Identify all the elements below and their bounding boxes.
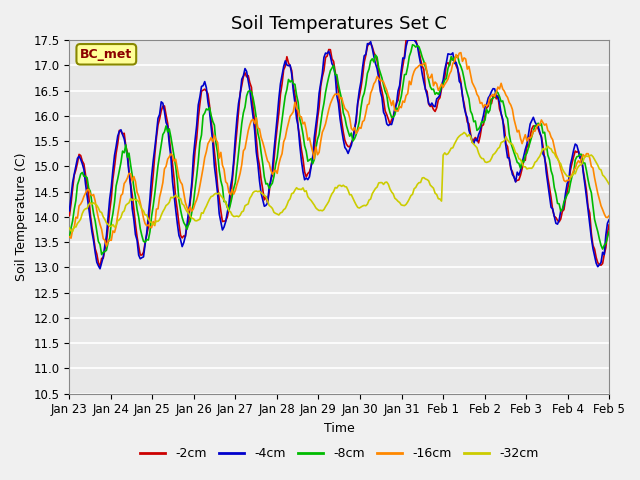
X-axis label: Time: Time — [324, 422, 355, 435]
-2cm — [186, 199, 194, 204]
Title: Soil Temperatures Set C: Soil Temperatures Set C — [231, 15, 447, 33]
Line: -16cm: -16cm — [69, 53, 609, 246]
-2cm — [605, 222, 613, 228]
-8cm — [605, 228, 613, 234]
-2cm — [370, 49, 378, 55]
Line: -4cm: -4cm — [69, 40, 609, 269]
-8cm — [510, 150, 518, 156]
-16cm — [370, 81, 378, 87]
-32cm — [74, 220, 81, 226]
-4cm — [65, 208, 73, 214]
-32cm — [228, 212, 236, 218]
-8cm — [72, 198, 80, 204]
-16cm — [457, 50, 465, 56]
-2cm — [72, 167, 80, 173]
-16cm — [516, 135, 524, 141]
-4cm — [186, 196, 194, 202]
-32cm — [510, 145, 518, 151]
-32cm — [516, 156, 524, 162]
-32cm — [65, 225, 73, 231]
-8cm — [409, 42, 417, 48]
-16cm — [65, 234, 73, 240]
-16cm — [186, 204, 194, 210]
Line: -8cm: -8cm — [69, 45, 609, 254]
-32cm — [68, 228, 76, 234]
-32cm — [605, 181, 613, 187]
-8cm — [186, 218, 194, 224]
-2cm — [96, 264, 104, 269]
-4cm — [516, 168, 524, 173]
-8cm — [370, 59, 378, 65]
-2cm — [403, 37, 410, 43]
-16cm — [102, 243, 110, 249]
-2cm — [510, 174, 518, 180]
-2cm — [65, 213, 73, 218]
-4cm — [510, 174, 518, 180]
-16cm — [510, 116, 518, 122]
-4cm — [228, 175, 236, 180]
-32cm — [370, 188, 378, 194]
-16cm — [228, 187, 236, 192]
Y-axis label: Soil Temperature (C): Soil Temperature (C) — [15, 153, 28, 281]
-32cm — [186, 214, 194, 219]
-16cm — [72, 214, 80, 220]
-4cm — [370, 54, 378, 60]
-4cm — [96, 266, 104, 272]
-16cm — [605, 213, 613, 218]
-32cm — [460, 130, 468, 135]
-8cm — [65, 234, 73, 240]
-8cm — [228, 194, 236, 200]
Line: -32cm: -32cm — [69, 132, 609, 231]
-4cm — [72, 164, 80, 169]
-8cm — [516, 165, 524, 171]
-8cm — [98, 252, 106, 257]
-4cm — [404, 37, 412, 43]
-2cm — [228, 180, 236, 186]
Line: -2cm: -2cm — [69, 40, 609, 266]
-4cm — [605, 217, 613, 223]
Legend: -2cm, -4cm, -8cm, -16cm, -32cm: -2cm, -4cm, -8cm, -16cm, -32cm — [135, 442, 543, 465]
-2cm — [516, 172, 524, 178]
Text: BC_met: BC_met — [80, 48, 132, 61]
